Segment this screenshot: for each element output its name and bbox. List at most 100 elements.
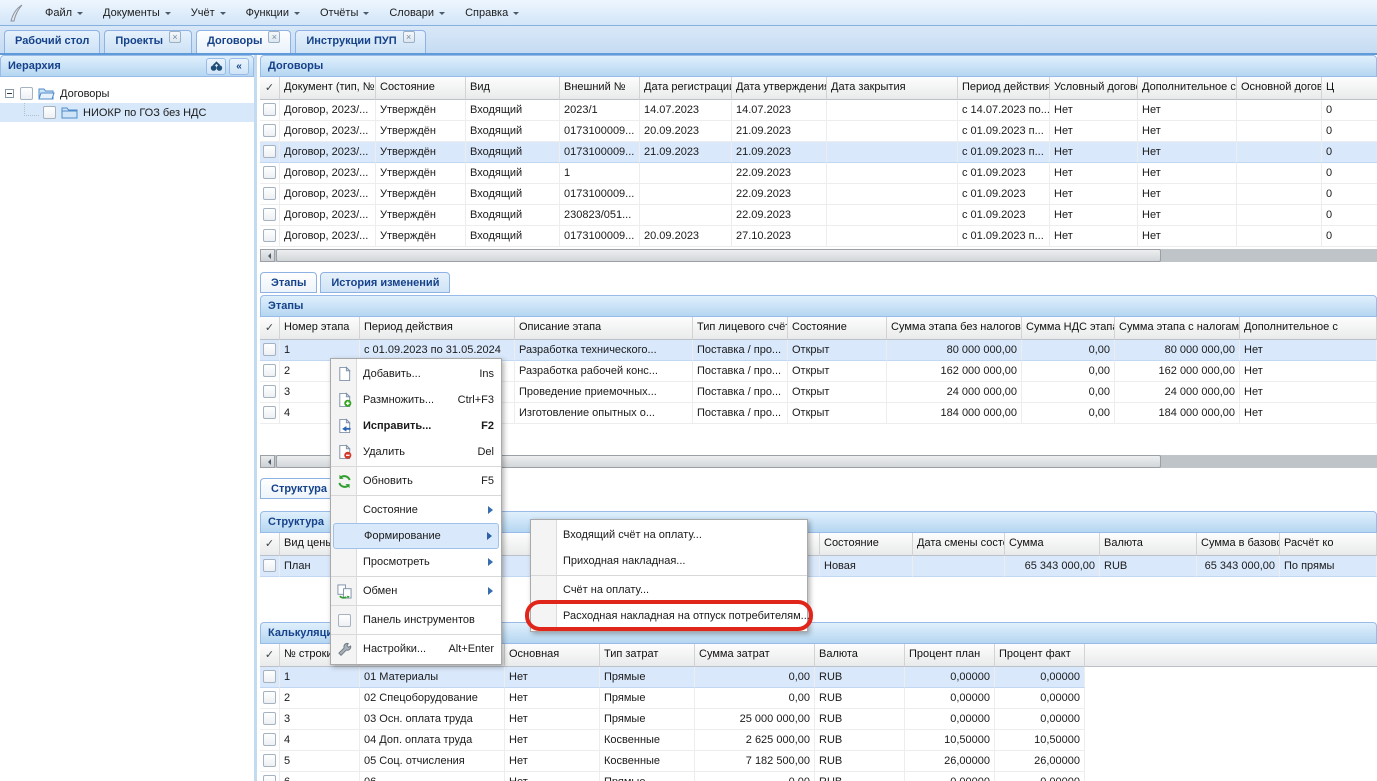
subtab[interactable]: Этапы (260, 272, 318, 293)
column-header[interactable]: Валюта (815, 644, 905, 667)
row-checkbox[interactable] (263, 691, 276, 704)
main-tab[interactable]: Проекты (104, 30, 193, 53)
table-row[interactable]: Договор, 2023/... Утверждён Входящий 2023/1… (260, 100, 1377, 121)
column-header[interactable]: Тип лицевого счёт (693, 317, 788, 340)
table-row[interactable]: 3 03 Осн. оплата труда Нет Прямые 25 000 000… (260, 709, 1085, 730)
table-row[interactable]: Договор, 2023/... Утверждён Входящий 230823… (260, 205, 1377, 226)
menubar-item[interactable]: Отчёты (310, 3, 379, 23)
tree-node-niokr[interactable]: НИОКР по ГОЗ без НДС (0, 103, 254, 122)
row-checkbox[interactable] (263, 208, 276, 221)
column-header[interactable]: Документ (тип, № (280, 77, 376, 100)
menu-item[interactable]: Настройки... Alt+Enter (331, 636, 501, 662)
select-all-header[interactable]: ✓ (260, 533, 280, 556)
menu-item[interactable]: Обновить F5 (331, 468, 501, 494)
column-header[interactable]: Дата регистрации. (640, 77, 732, 100)
menubar-item[interactable]: Словари (379, 3, 455, 23)
find-icon[interactable] (206, 58, 226, 75)
select-all-header[interactable]: ✓ (260, 644, 280, 667)
column-header[interactable]: Условный договор (1050, 77, 1138, 100)
row-checkbox[interactable] (263, 229, 276, 242)
main-tab[interactable]: Рабочий стол (4, 30, 101, 53)
column-header[interactable]: Дата закрытия (827, 77, 958, 100)
column-header[interactable]: Основной договор (1237, 77, 1322, 100)
menu-item[interactable]: Исправить... F2 (331, 413, 501, 439)
main-tab[interactable]: Инструкции ПУП (295, 30, 426, 53)
table-row[interactable]: Договор, 2023/... Утверждён Входящий 017310… (260, 121, 1377, 142)
table-row[interactable]: 5 05 Соц. отчисления Нет Косвенные 7 182 500… (260, 751, 1085, 772)
row-checkbox[interactable] (263, 343, 276, 356)
select-all-header[interactable]: ✓ (260, 317, 280, 340)
menubar-item[interactable]: Функции (236, 3, 310, 23)
menu-item[interactable]: Расходная накладная на отпуск потребител… (525, 600, 813, 631)
column-header[interactable]: Основная (505, 644, 600, 667)
scroll-left-icon[interactable] (260, 249, 275, 262)
column-header[interactable]: Внешний № (560, 77, 640, 100)
row-checkbox[interactable] (263, 187, 276, 200)
menubar-item[interactable]: Учёт (181, 3, 236, 23)
row-checkbox[interactable] (263, 712, 276, 725)
column-header[interactable]: Вид (466, 77, 560, 100)
row-checkbox[interactable] (263, 733, 276, 746)
row-checkbox[interactable] (263, 754, 276, 767)
column-header[interactable]: Сумма этапа без налогов (887, 317, 1022, 340)
column-header[interactable]: Тип затрат (600, 644, 695, 667)
close-icon[interactable] (169, 31, 182, 43)
contracts-hscrollbar[interactable] (260, 249, 1377, 262)
column-header[interactable]: Дополнительное с (1138, 77, 1237, 100)
column-header[interactable]: Номер этапа (280, 317, 360, 340)
row-checkbox[interactable] (263, 385, 276, 398)
row-checkbox[interactable] (263, 406, 276, 419)
table-row[interactable]: 4 04 Доп. оплата труда Нет Косвенные 2 625 0… (260, 730, 1085, 751)
menu-item[interactable]: Добавить... Ins (331, 361, 501, 387)
column-header[interactable]: Сумма НДС этапа (1022, 317, 1115, 340)
menubar-item[interactable]: Файл (35, 3, 93, 23)
select-all-header[interactable]: ✓ (260, 77, 280, 100)
menu-item[interactable]: Обмен (331, 578, 501, 604)
column-header[interactable]: Описание этапа (515, 317, 693, 340)
close-icon[interactable] (402, 31, 415, 43)
column-header[interactable]: Сумма (1005, 533, 1100, 556)
menu-item[interactable]: Входящий счёт на оплату... (531, 522, 807, 548)
row-checkbox[interactable] (263, 145, 276, 158)
table-row[interactable]: 1 01 Материалы Нет Прямые 0,00 RUB 0,00000 0,00… (260, 667, 1085, 688)
row-checkbox[interactable] (263, 364, 276, 377)
column-header[interactable]: Дата смены состоя (913, 533, 1005, 556)
row-checkbox[interactable] (263, 166, 276, 179)
menu-item[interactable]: Приходная накладная... (531, 548, 807, 574)
tree-node-contracts[interactable]: Договоры (0, 84, 254, 103)
row-checkbox[interactable] (263, 103, 276, 116)
column-header[interactable]: Состояние (820, 533, 913, 556)
menu-item[interactable]: Удалить Del (331, 439, 501, 465)
main-tab[interactable]: Договоры (196, 30, 292, 53)
row-checkbox[interactable] (263, 670, 276, 683)
collapse-node-icon[interactable] (5, 89, 14, 98)
menu-item[interactable]: Просмотреть (331, 549, 501, 575)
column-header[interactable]: Процент факт (995, 644, 1085, 667)
row-checkbox[interactable] (263, 124, 276, 137)
menu-item[interactable]: Панель инструментов (331, 607, 501, 633)
column-header[interactable]: Сумма в базовой в (1197, 533, 1280, 556)
tree-checkbox[interactable] (43, 106, 56, 119)
tree-checkbox[interactable] (20, 87, 33, 100)
menu-item[interactable]: Формирование (333, 523, 499, 549)
column-header[interactable]: Валюта (1100, 533, 1197, 556)
scroll-left-icon[interactable] (260, 455, 275, 468)
column-header[interactable]: Сумма затрат (695, 644, 815, 667)
menu-item[interactable]: Состояние (331, 497, 501, 523)
menu-item[interactable]: Размножить... Ctrl+F3 (331, 387, 501, 413)
column-header[interactable]: Период действия (360, 317, 515, 340)
menubar-item[interactable]: Документы (93, 3, 181, 23)
row-checkbox[interactable] (263, 559, 276, 572)
column-header[interactable]: Процент план (905, 644, 995, 667)
column-header[interactable]: Дополнительное с (1240, 317, 1377, 340)
table-row[interactable]: Договор, 2023/... Утверждён Входящий 1 22.09… (260, 163, 1377, 184)
table-row[interactable]: 2 02 Спецоборудование Нет Прямые 0,00 RUB 0,00… (260, 688, 1085, 709)
scrollbar-thumb[interactable] (276, 249, 1161, 262)
collapse-icon[interactable]: « (229, 58, 249, 75)
column-header[interactable]: Период действия.. (958, 77, 1050, 100)
column-header[interactable]: Дата утверждения (732, 77, 827, 100)
row-checkbox[interactable] (263, 775, 276, 781)
